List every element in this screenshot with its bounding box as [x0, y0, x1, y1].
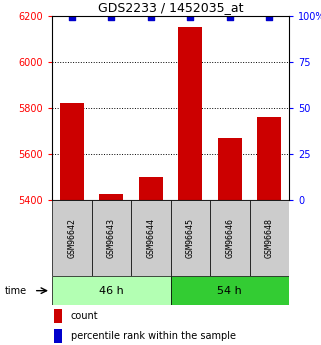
Bar — [170, 200, 210, 276]
Bar — [178, 27, 202, 200]
Bar — [257, 117, 281, 200]
Text: GSM96645: GSM96645 — [186, 218, 195, 258]
Bar — [91, 200, 131, 276]
Bar — [131, 200, 170, 276]
Point — [148, 14, 153, 20]
Text: percentile rank within the sample: percentile rank within the sample — [71, 331, 236, 341]
Bar — [249, 200, 289, 276]
Text: time: time — [5, 286, 27, 296]
Title: GDS2233 / 1452035_at: GDS2233 / 1452035_at — [98, 1, 243, 14]
Text: GSM96646: GSM96646 — [225, 218, 234, 258]
Text: 54 h: 54 h — [217, 286, 242, 296]
Bar — [218, 138, 242, 200]
Point — [69, 14, 74, 20]
Text: GSM96644: GSM96644 — [146, 218, 155, 258]
Bar — [60, 103, 83, 200]
Point — [188, 14, 193, 20]
Bar — [100, 194, 123, 200]
Text: GSM96648: GSM96648 — [265, 218, 274, 258]
Text: GSM96642: GSM96642 — [67, 218, 76, 258]
Text: 46 h: 46 h — [99, 286, 124, 296]
Bar — [54, 309, 62, 323]
Bar — [170, 276, 289, 305]
Point — [227, 14, 232, 20]
Bar — [52, 276, 170, 305]
Bar — [139, 177, 163, 200]
Point — [109, 14, 114, 20]
Point — [267, 14, 272, 20]
Bar — [54, 329, 62, 343]
Text: count: count — [71, 312, 99, 322]
Bar — [52, 200, 91, 276]
Text: GSM96643: GSM96643 — [107, 218, 116, 258]
Bar — [210, 200, 249, 276]
